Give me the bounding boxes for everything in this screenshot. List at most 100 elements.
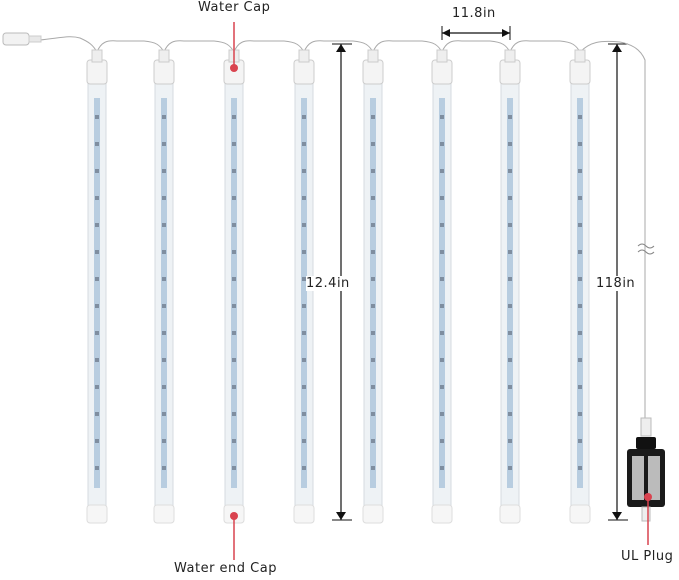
led-chip bbox=[232, 196, 236, 200]
led-chip bbox=[302, 223, 306, 227]
led-chip bbox=[232, 466, 236, 470]
led-chip bbox=[95, 223, 99, 227]
led-chip bbox=[371, 385, 375, 389]
led-strip bbox=[231, 98, 237, 488]
led-chip bbox=[440, 304, 444, 308]
led-chip bbox=[440, 385, 444, 389]
cap-grommet bbox=[91, 49, 103, 63]
arrowhead bbox=[336, 512, 346, 520]
water-cap bbox=[499, 59, 521, 85]
led-chip bbox=[508, 223, 512, 227]
led-chip bbox=[95, 466, 99, 470]
led-chip bbox=[302, 331, 306, 335]
led-chip bbox=[371, 277, 375, 281]
tube-length-label: 12.4in bbox=[306, 276, 350, 291]
led-strip bbox=[161, 98, 167, 488]
arrowhead bbox=[442, 29, 450, 37]
led-chip bbox=[232, 439, 236, 443]
led-chip bbox=[508, 196, 512, 200]
led-chip bbox=[508, 439, 512, 443]
water-end-cap-label: Water end Cap bbox=[174, 561, 277, 576]
led-chip bbox=[232, 358, 236, 362]
ul-plug-label: UL Plug bbox=[621, 549, 674, 564]
end-cap bbox=[362, 504, 384, 524]
led-strip bbox=[577, 98, 583, 488]
arrowhead bbox=[336, 44, 346, 52]
led-chip bbox=[371, 304, 375, 308]
led-chip bbox=[232, 385, 236, 389]
led-chip bbox=[371, 358, 375, 362]
led-chip bbox=[578, 304, 582, 308]
led-chip bbox=[232, 331, 236, 335]
led-chip bbox=[371, 169, 375, 173]
led-chip bbox=[578, 115, 582, 119]
led-chip bbox=[440, 169, 444, 173]
led-chip bbox=[232, 142, 236, 146]
led-chip bbox=[371, 466, 375, 470]
cap-grommet bbox=[298, 49, 310, 63]
led-chip bbox=[508, 466, 512, 470]
led-chip bbox=[95, 331, 99, 335]
led-chip bbox=[162, 412, 166, 416]
led-chip bbox=[232, 304, 236, 308]
led-chip bbox=[95, 250, 99, 254]
led-chip bbox=[371, 331, 375, 335]
end-cap bbox=[499, 504, 521, 524]
plug-label-sticker bbox=[632, 456, 644, 500]
plug-label-sticker bbox=[648, 456, 660, 500]
led-chip bbox=[162, 223, 166, 227]
connecting-wire bbox=[39, 36, 621, 54]
led-chip bbox=[508, 142, 512, 146]
led-chip bbox=[95, 358, 99, 362]
cap-grommet bbox=[504, 49, 516, 63]
led-strip bbox=[507, 98, 513, 488]
connector-neck bbox=[28, 35, 42, 43]
cap-grommet bbox=[574, 49, 586, 63]
tube-spacing-label: 11.8in bbox=[452, 6, 496, 21]
led-chip bbox=[578, 358, 582, 362]
input-connector bbox=[2, 32, 30, 46]
led-chip bbox=[302, 250, 306, 254]
led-chip bbox=[95, 304, 99, 308]
led-chip bbox=[371, 142, 375, 146]
led-chip bbox=[578, 169, 582, 173]
led-chip bbox=[508, 304, 512, 308]
water-cap-label: Water Cap bbox=[198, 0, 271, 15]
led-chip bbox=[302, 412, 306, 416]
led-chip bbox=[95, 115, 99, 119]
led-chip bbox=[508, 385, 512, 389]
ul-plug-callout-dot bbox=[644, 493, 652, 501]
led-strip bbox=[301, 98, 307, 488]
led-chip bbox=[440, 358, 444, 362]
led-chip bbox=[95, 142, 99, 146]
led-chip bbox=[95, 169, 99, 173]
led-chip bbox=[302, 385, 306, 389]
led-chip bbox=[578, 196, 582, 200]
end-cap bbox=[153, 504, 175, 524]
led-chip bbox=[578, 412, 582, 416]
power-cord bbox=[619, 41, 646, 420]
led-chip bbox=[162, 331, 166, 335]
led-chip bbox=[578, 331, 582, 335]
led-chip bbox=[95, 385, 99, 389]
led-chip bbox=[371, 250, 375, 254]
cap-grommet bbox=[367, 49, 379, 63]
led-chip bbox=[508, 331, 512, 335]
led-chip bbox=[440, 466, 444, 470]
end-cap bbox=[86, 504, 108, 524]
led-chip bbox=[371, 196, 375, 200]
led-chip bbox=[302, 304, 306, 308]
led-chip bbox=[162, 304, 166, 308]
led-chip bbox=[440, 115, 444, 119]
end-cap bbox=[569, 504, 591, 524]
led-chip bbox=[162, 439, 166, 443]
led-chip bbox=[232, 250, 236, 254]
led-chip bbox=[162, 277, 166, 281]
end-cap-callout-dot bbox=[230, 512, 238, 520]
led-chip bbox=[95, 277, 99, 281]
arrowhead bbox=[612, 512, 622, 520]
led-chip bbox=[162, 142, 166, 146]
led-chip bbox=[508, 358, 512, 362]
arrowhead bbox=[612, 44, 622, 52]
